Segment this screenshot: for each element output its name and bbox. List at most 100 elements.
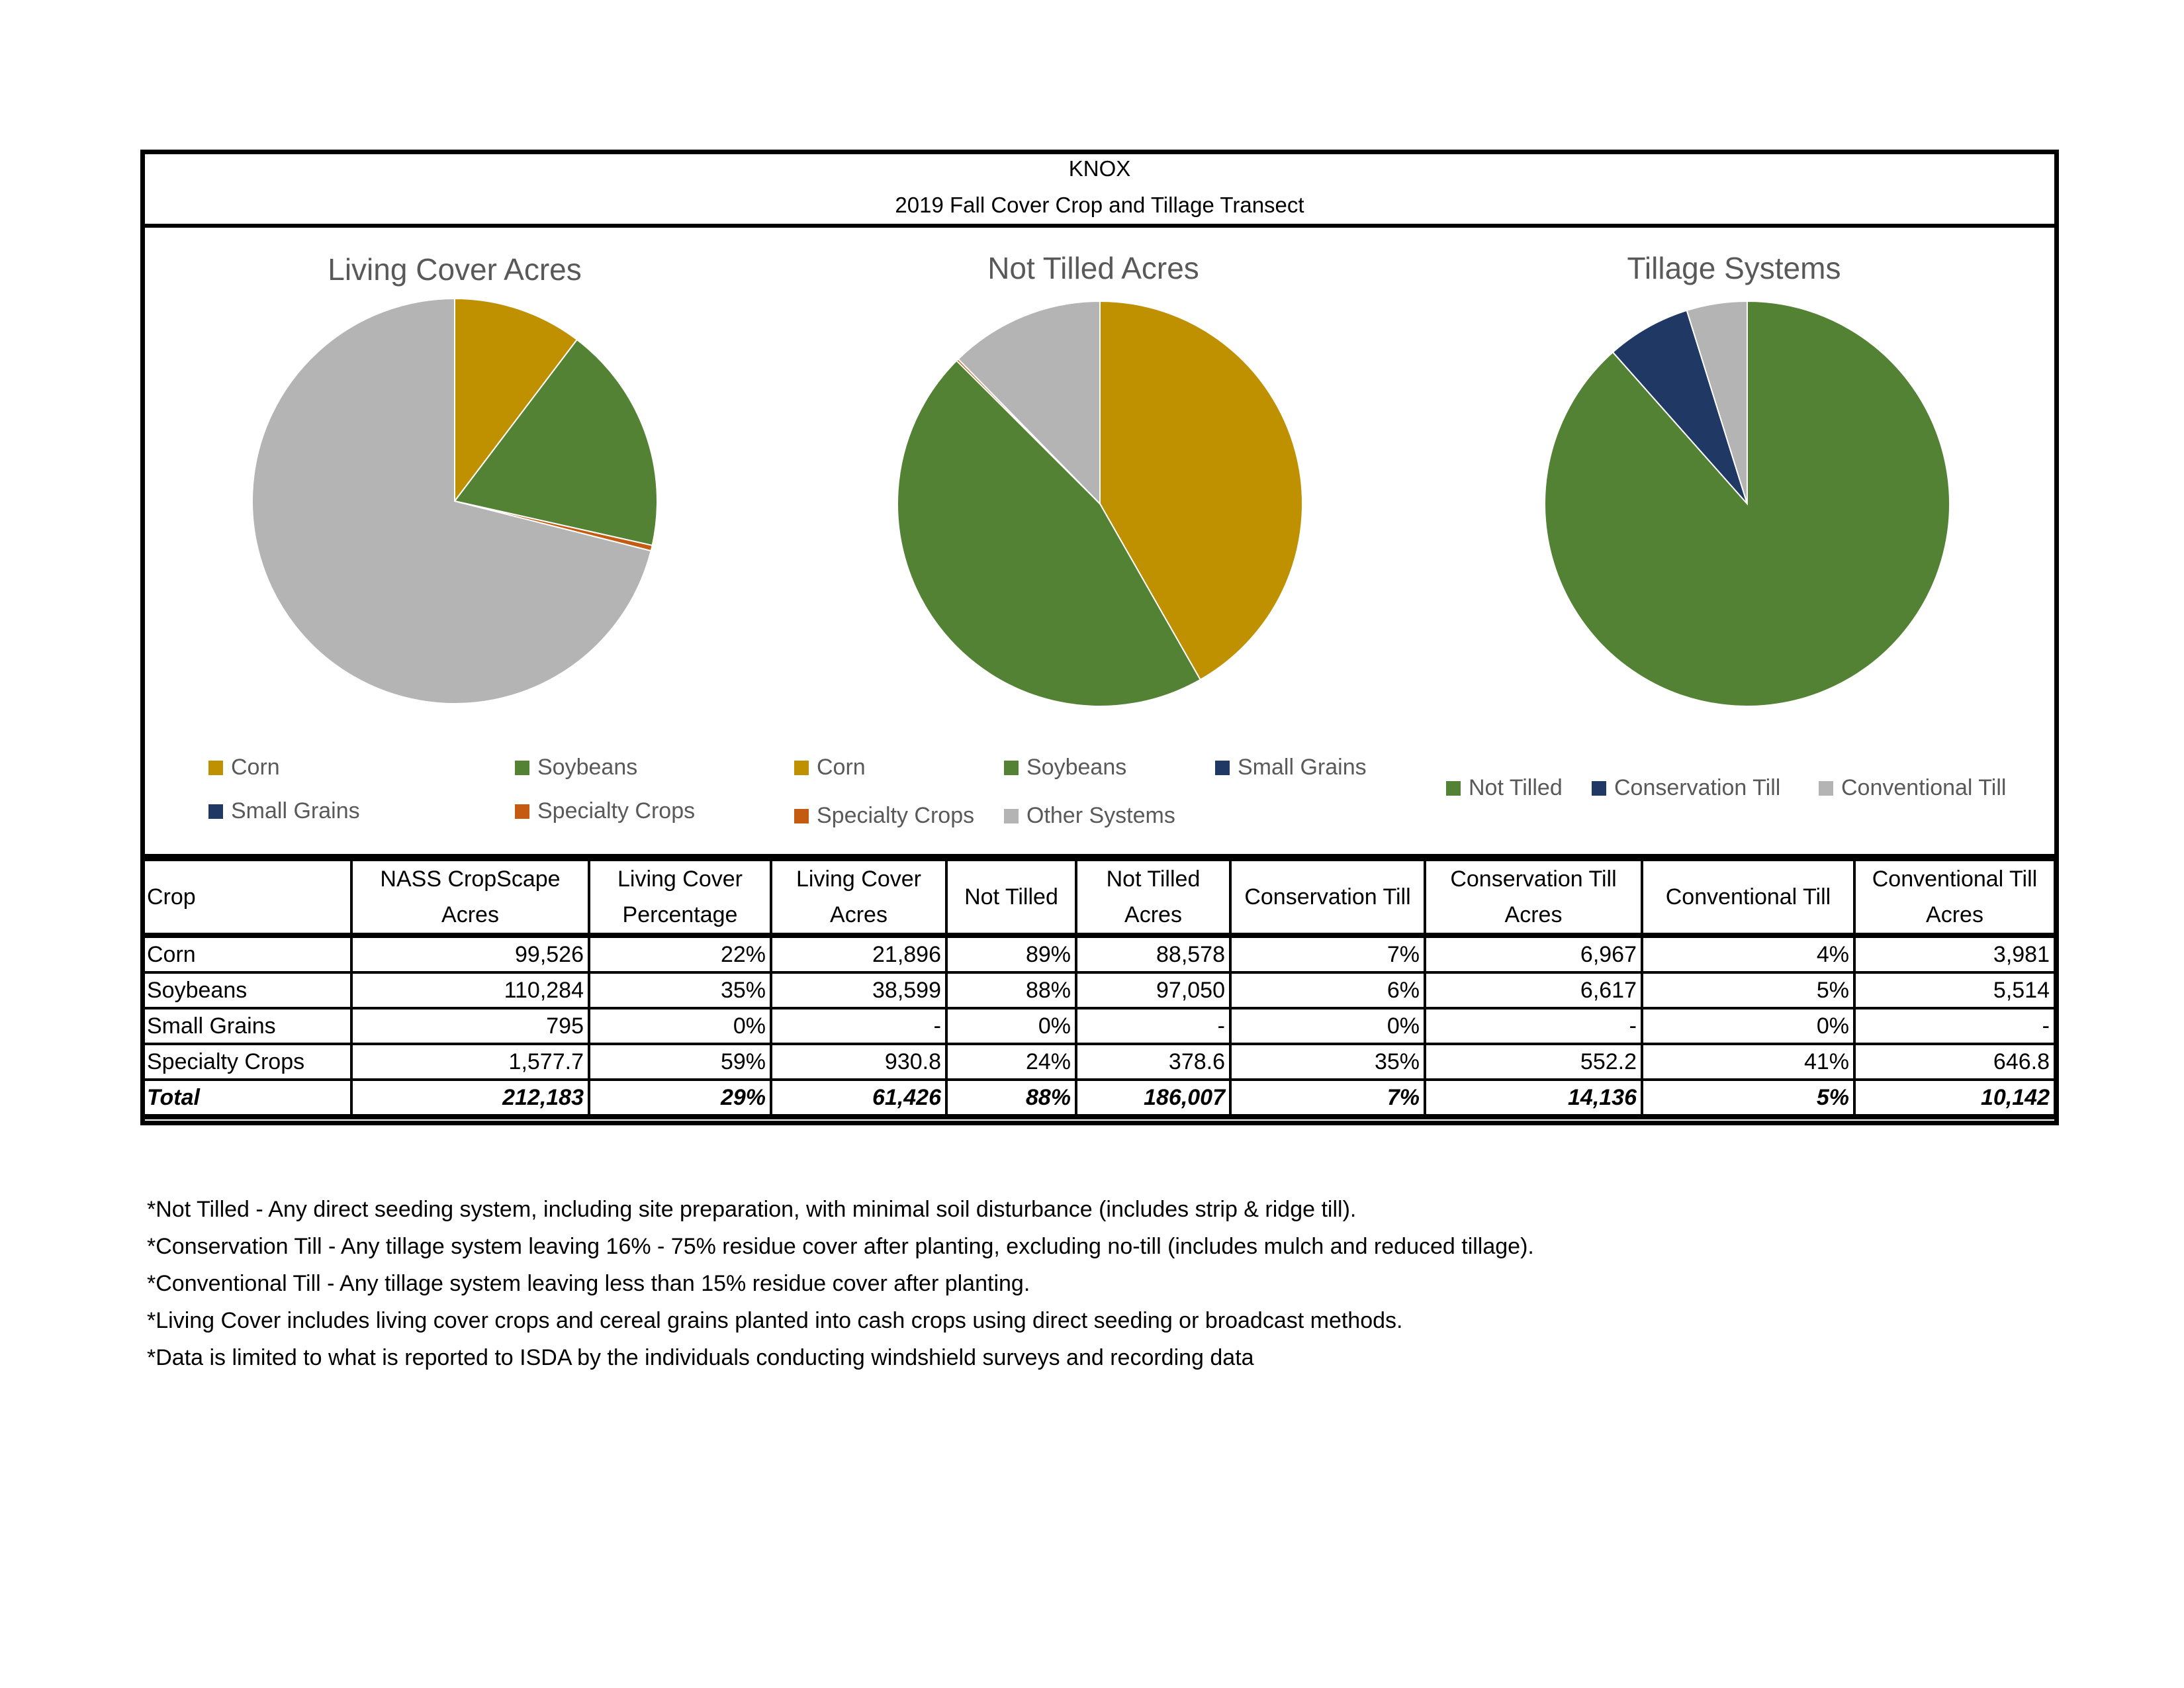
chart-title-tillage-systems: Tillage Systems [1627,251,1841,285]
legend-label: Soybeans [537,755,638,780]
pie-slice-corn [1099,300,1303,681]
legend-swatch [515,804,529,819]
crop-name-cell: Small Grains [140,1007,353,1045]
legend-swatch [515,760,529,775]
table-cell: 5,514 [1853,971,2056,1009]
legend-label: Corn [817,755,866,780]
table-cell: 35% [1229,1043,1426,1081]
column-header: Conventional Till [1641,859,1856,938]
legend-item-specialty-crops: Specialty Crops [794,803,974,829]
legend-swatch [1004,808,1019,823]
table-cell: 35% [588,971,772,1009]
table-cell: - [1853,1007,2056,1045]
table-cell: 38,599 [770,971,948,1009]
pie-slice-soybeans [453,338,658,547]
legend-item-not-tilled: Not Tilled [1446,775,1563,801]
legend-swatch [1819,780,1833,796]
table-row: Corn 99,526 22% 21,896 89% 88,578 7% 6,967 4% 3,9… [140,934,2056,974]
report-subtitle: 2019 Fall Cover Crop and Tillage Transec… [895,193,1304,217]
legend-item-conservation-till: Conservation Till [1592,775,1780,801]
legend-item-conventional-till: Conventional Till [1819,775,2006,801]
table-cell: - [1424,1007,1643,1045]
legend-label: Conventional Till [1841,775,2007,800]
table-cell: 0% [1641,1007,1856,1045]
header-divider [140,224,2059,228]
table-cell: 0% [1229,1007,1426,1045]
table-row: Specialty Crops 1,577.7 59% 930.8 24% 378.6 35… [140,1043,2056,1081]
legend-label: Soybeans [1026,755,1127,780]
pie-slice-corn [454,297,578,503]
table-cell: 5% [1641,971,1856,1009]
chart-title-living-cover: Living Cover Acres [328,252,582,287]
legend-label: Specialty Crops [537,798,696,823]
column-header: Conservation Till Acres [1424,859,1643,938]
table-cell: 6% [1229,971,1426,1009]
legend-label: Other Systems [1026,803,1175,828]
crop-summary-table: Crop NASS CropScape Acres Living Cover P… [140,859,2056,1119]
chart-title-not-tilled: Not Tilled Acres [987,251,1199,285]
table-cell: 7% [1229,934,1426,974]
crop-name-cell: Specialty Crops [140,1043,353,1081]
legend-swatch [208,804,223,819]
table-cell: 24% [945,1043,1077,1081]
table-cell: 110,284 [350,971,590,1009]
legend-swatch [208,760,223,775]
table-cell: 1,577.7 [350,1043,590,1081]
living-cover-pie [251,297,658,704]
table-total-row: Total 212,183 29% 61,426 88% 186,007 7% 14,136 5… [140,1078,2056,1119]
not-tilled-pie [897,300,1303,707]
table-cell: 552.2 [1424,1043,1643,1081]
table-cell: 22% [588,934,772,974]
legend-item-small-grains: Small Grains [1215,755,1367,780]
legend-swatch [1004,760,1019,775]
county-title: KNOX [1068,156,1131,181]
table-cell: 88% [945,1078,1077,1119]
legend-label: Corn [231,755,280,780]
pie-slice-conservation-till [1612,309,1748,504]
table-cell: 97,050 [1075,971,1232,1009]
legend-label: Small Grains [231,798,360,823]
table-cell: 89% [945,934,1077,974]
table-cell: 646.8 [1853,1043,2056,1081]
legend-label: Not Tilled [1469,775,1563,800]
column-header: Conservation Till [1229,859,1426,938]
tillage-systems-pie [1544,300,1951,707]
pie-slice-soybeans [897,359,1202,707]
legend-swatch [1446,780,1461,796]
table-cell: 0% [588,1007,772,1045]
table-cell: 29% [588,1078,772,1119]
column-header: Living Cover Acres [770,859,948,938]
table-cell: 88,578 [1075,934,1232,974]
column-header: Not Tilled Acres [1075,859,1232,938]
table-cell: 3,981 [1853,934,2056,974]
table-cell: 6,967 [1424,934,1643,974]
table-cell: 0% [945,1007,1077,1045]
legend-label: Specialty Crops [817,803,975,828]
table-cell: - [770,1007,948,1045]
column-header: Conventional Till Acres [1853,859,2056,938]
legend-label: Conservation Till [1614,775,1781,800]
table-cell: 7% [1229,1078,1426,1119]
footnote-conservation-till: *Conservation Till - Any tillage system … [147,1234,1534,1259]
legend-swatch [1215,760,1230,775]
table-cell: - [1075,1007,1232,1045]
table-cell: 99,526 [350,934,590,974]
legend-swatch [794,760,809,775]
footnote-conventional-till: *Conventional Till - Any tillage system … [147,1271,1030,1296]
legend-item-specialty-crops: Specialty Crops [515,798,695,824]
pie-slice-conventional-till [1686,300,1748,504]
table-cell: 4% [1641,934,1856,974]
table-cell: 61,426 [770,1078,948,1119]
pie-slice-unlabeled [251,297,652,704]
legend-label: Small Grains [1238,755,1367,780]
legend-item-small-grains: Small Grains [208,798,360,824]
column-header: Crop [140,859,353,938]
table-cell: 41% [1641,1043,1856,1081]
crop-name-cell: Total [140,1078,353,1119]
legend-item-soybeans: Soybeans [515,755,637,780]
table-cell: 21,896 [770,934,948,974]
column-header: Living Cover Percentage [588,859,772,938]
table-cell: 10,142 [1853,1078,2056,1119]
table-cell: 59% [588,1043,772,1081]
table-cell: 6,617 [1424,971,1643,1009]
